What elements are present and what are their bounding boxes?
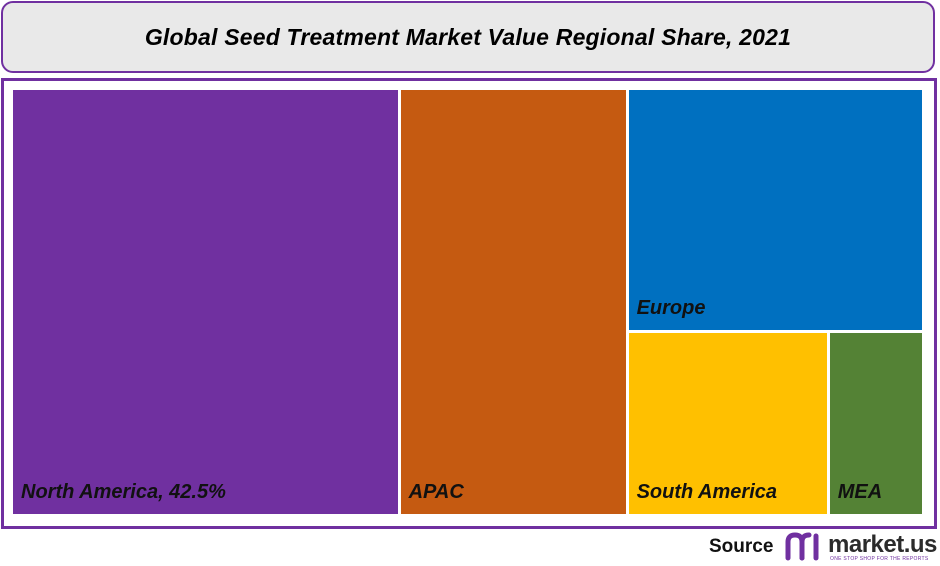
market-us-logo-icon [785,532,819,561]
market-us-logo-tagline: ONE STOP SHOP FOR THE REPORTS [830,556,929,562]
treemap-tile-label-north-america: North America, 42.5% [21,481,226,503]
treemap-plot: North America, 42.5% APAC Europe South Amer… [13,90,925,517]
treemap-tile-label-apac: APAC [408,481,464,503]
treemap-tile-label-europe: Europe [636,297,706,320]
treemap-tile-north-america: North America, 42.5% [13,90,401,517]
treemap-tile-label-mea: MEA [837,480,883,503]
chart-title: Global Seed Treatment Market Value Regio… [144,23,792,50]
chart-title-box: Global Seed Treatment Market Value Regio… [1,1,935,73]
treemap-tile-mea: MEA [829,333,925,517]
market-us-logo-text: market.us [828,531,937,558]
source-label: Source [709,536,774,557]
treemap-tile-label-south-america: South America [636,480,777,503]
treemap-tile-south-america: South America [628,333,830,517]
treemap-tile-europe: Europe [628,90,925,334]
treemap-tile-apac: APAC [400,90,629,517]
